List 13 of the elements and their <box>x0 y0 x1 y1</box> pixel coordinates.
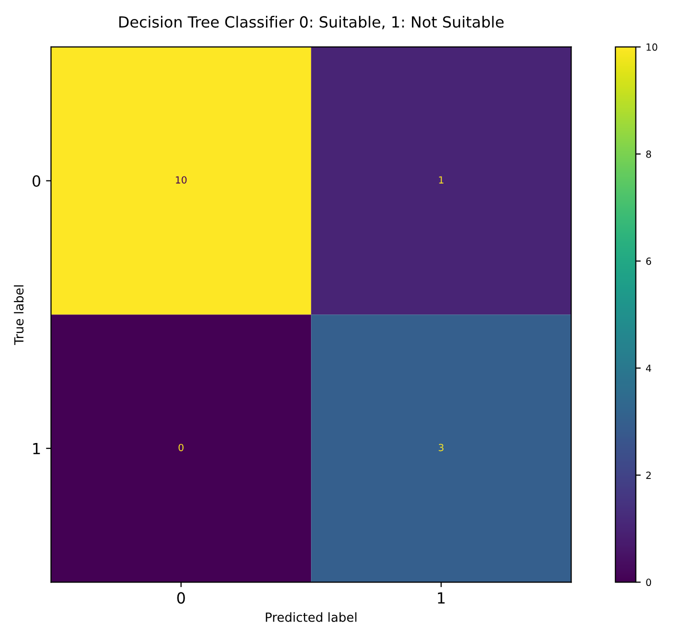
data-label: 0 <box>178 444 184 452</box>
color-bar-label: 0 <box>646 578 652 586</box>
chart-title: Decision Tree Classifier 0: Suitable, 1: Not Suitable <box>119 16 504 30</box>
color-bar-label: 10 <box>646 43 658 51</box>
data-label: 3 <box>438 444 444 452</box>
color-bar-label: 8 <box>646 150 652 158</box>
color-bar-label: 2 <box>646 472 651 479</box>
color-bar-label: 4 <box>646 364 652 372</box>
data-label: 10 <box>176 176 187 184</box>
x-axis-title: Predicted label <box>266 612 356 622</box>
y-axis-title: True label <box>14 285 24 345</box>
data-label: 1 <box>439 176 444 184</box>
color-bar-label: 6 <box>646 258 652 265</box>
